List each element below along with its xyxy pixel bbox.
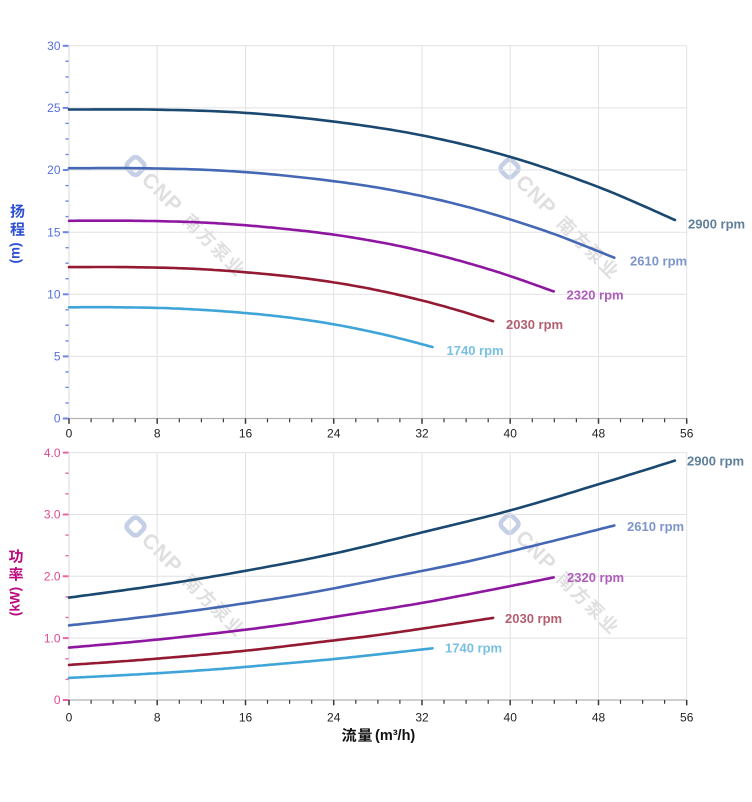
svg-text:CNP: CNP — [137, 529, 187, 579]
svg-text:2900 rpm: 2900 rpm — [688, 217, 745, 232]
svg-text:56: 56 — [680, 710, 694, 724]
svg-text:24: 24 — [327, 710, 341, 724]
svg-text:8: 8 — [154, 710, 161, 724]
svg-text:3.0: 3.0 — [44, 508, 61, 522]
svg-text:20: 20 — [47, 163, 61, 177]
svg-text:30: 30 — [47, 39, 61, 53]
svg-text:(m): (m) — [8, 243, 23, 264]
svg-text:4.0: 4.0 — [44, 446, 61, 460]
svg-text:1.0: 1.0 — [44, 631, 61, 645]
svg-text:1740 rpm: 1740 rpm — [447, 343, 504, 358]
svg-text:16: 16 — [239, 710, 253, 724]
svg-text:5: 5 — [54, 350, 61, 364]
svg-text:2030 rpm: 2030 rpm — [505, 611, 562, 626]
svg-text:56: 56 — [680, 426, 694, 440]
svg-text:0: 0 — [66, 710, 73, 724]
svg-text:32: 32 — [415, 426, 429, 440]
svg-text:CNP: CNP — [511, 171, 561, 221]
svg-text:2030 rpm: 2030 rpm — [506, 317, 563, 332]
svg-text:2320 rpm: 2320 rpm — [567, 288, 624, 303]
svg-text:40: 40 — [504, 426, 518, 440]
svg-text:16: 16 — [239, 426, 253, 440]
svg-text:0: 0 — [54, 693, 61, 707]
svg-text:2610 rpm: 2610 rpm — [627, 519, 684, 534]
svg-text:(kW): (kW) — [8, 587, 23, 616]
svg-text:8: 8 — [154, 426, 161, 440]
svg-text:10: 10 — [47, 288, 61, 302]
svg-text:2.0: 2.0 — [44, 570, 61, 584]
svg-text:0: 0 — [54, 412, 61, 426]
svg-text:48: 48 — [592, 710, 606, 724]
svg-text:0: 0 — [66, 426, 73, 440]
svg-text:40: 40 — [504, 710, 518, 724]
svg-text:32: 32 — [415, 710, 429, 724]
svg-text:2610 rpm: 2610 rpm — [630, 254, 687, 269]
svg-text:2320 rpm: 2320 rpm — [567, 570, 624, 585]
svg-text:(m³/h): (m³/h) — [375, 728, 415, 744]
svg-text:CNP: CNP — [137, 168, 187, 218]
svg-text:24: 24 — [327, 426, 341, 440]
svg-text:CNP: CNP — [511, 526, 561, 576]
svg-text:15: 15 — [47, 225, 61, 239]
svg-text:48: 48 — [592, 426, 606, 440]
svg-text:1740 rpm: 1740 rpm — [445, 641, 502, 656]
svg-text:2900 rpm: 2900 rpm — [687, 454, 744, 469]
svg-text:25: 25 — [47, 101, 61, 115]
